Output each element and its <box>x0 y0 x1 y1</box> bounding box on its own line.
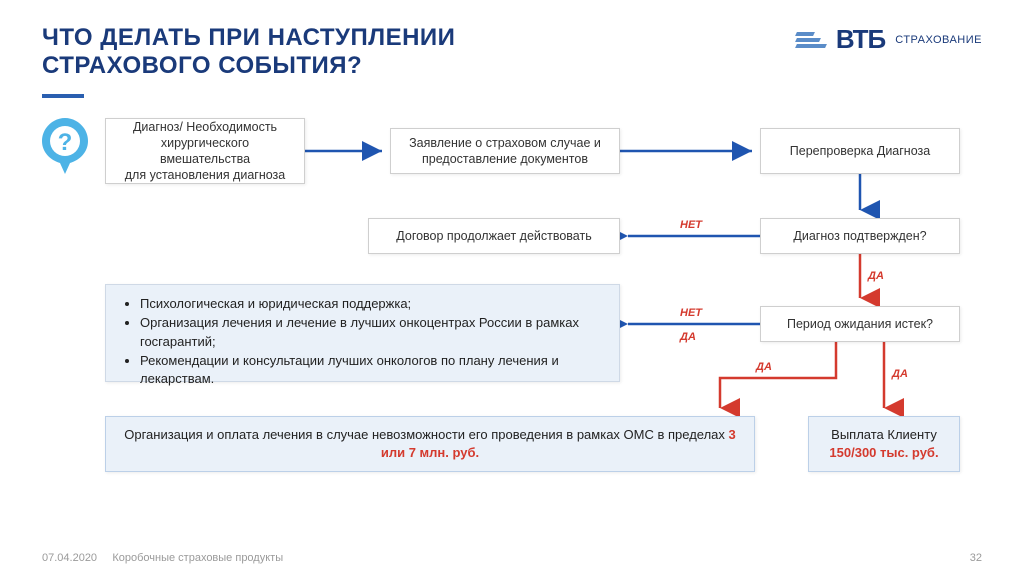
label-yes-1: ДА <box>868 270 884 282</box>
bullet-3: Рекомендации и консультации лучших онкол… <box>140 352 603 390</box>
n8-pre: Выплата Клиенту <box>831 427 937 442</box>
footer-left: 07.04.2020 Коробочные страховые продукты <box>42 552 283 564</box>
node-diagnosis-text: Диагноз/ Необходимость хирургического вм… <box>116 119 294 184</box>
node-contract-text: Договор продолжает действовать <box>396 228 591 244</box>
node-claim-text: Заявление о страховом случае и предостав… <box>401 135 609 168</box>
page-number: 32 <box>970 552 982 564</box>
label-yes-4: ДА <box>756 361 772 373</box>
logo-text: ВТБ <box>836 24 885 55</box>
label-yes-2: ДА <box>680 331 696 343</box>
footer-date: 07.04.2020 <box>42 552 97 564</box>
node-treatment-payment: Организация и оплата лечения в случае не… <box>105 416 755 472</box>
footer: 07.04.2020 Коробочные страховые продукты… <box>42 552 982 564</box>
node-client-payout: Выплата Клиенту 150/300 тыс. руб. <box>808 416 960 472</box>
node-payout-text: Выплата Клиенту 150/300 тыс. руб. <box>829 426 938 462</box>
title-underline <box>42 94 84 98</box>
header: ЧТО ДЕЛАТЬ ПРИ НАСТУПЛЕНИИ СТРАХОВОГО СО… <box>42 24 982 79</box>
node-claim: Заявление о страховом случае и предостав… <box>390 128 620 174</box>
node-waiting-q: Период ожидания истек? <box>760 306 960 342</box>
logo-bars-icon <box>796 32 826 48</box>
logo-sub: СТРАХОВАНИЕ <box>895 34 982 46</box>
node-confirmed-text: Диагноз подтвержден? <box>793 228 926 244</box>
flow-canvas: Диагноз/ Необходимость хирургического вм… <box>0 118 1024 538</box>
title-line2: СТРАХОВОГО СОБЫТИЯ? <box>42 52 362 79</box>
page-title: ЧТО ДЕЛАТЬ ПРИ НАСТУПЛЕНИИ СТРАХОВОГО СО… <box>42 24 455 79</box>
node-contract-continues: Договор продолжает действовать <box>368 218 620 254</box>
title-line1: ЧТО ДЕЛАТЬ ПРИ НАСТУПЛЕНИИ <box>42 24 455 51</box>
bullet-2: Организация лечения и лечение в лучших о… <box>140 314 603 352</box>
footer-caption: Коробочные страховые продукты <box>112 552 283 564</box>
label-no-2: НЕТ <box>680 307 702 319</box>
n8-hl: 150/300 тыс. руб. <box>829 445 938 460</box>
node-recheck-text: Перепроверка Диагноза <box>790 143 930 159</box>
node-support-box: Психологическая и юридическая поддержка;… <box>105 284 620 382</box>
label-no-1: НЕТ <box>680 219 702 231</box>
logo: ВТБ СТРАХОВАНИЕ <box>796 24 982 55</box>
node-waiting-text: Период ожидания истек? <box>787 316 933 332</box>
label-yes-3: ДА <box>892 368 908 380</box>
bullet-1: Психологическая и юридическая поддержка; <box>140 295 603 314</box>
n7-pre: Организация и оплата лечения в случае не… <box>124 427 728 442</box>
node-treatment-text: Организация и оплата лечения в случае не… <box>118 426 742 462</box>
node-diagnosis: Диагноз/ Необходимость хирургического вм… <box>105 118 305 184</box>
node-confirmed-q: Диагноз подтвержден? <box>760 218 960 254</box>
node-recheck: Перепроверка Диагноза <box>760 128 960 174</box>
